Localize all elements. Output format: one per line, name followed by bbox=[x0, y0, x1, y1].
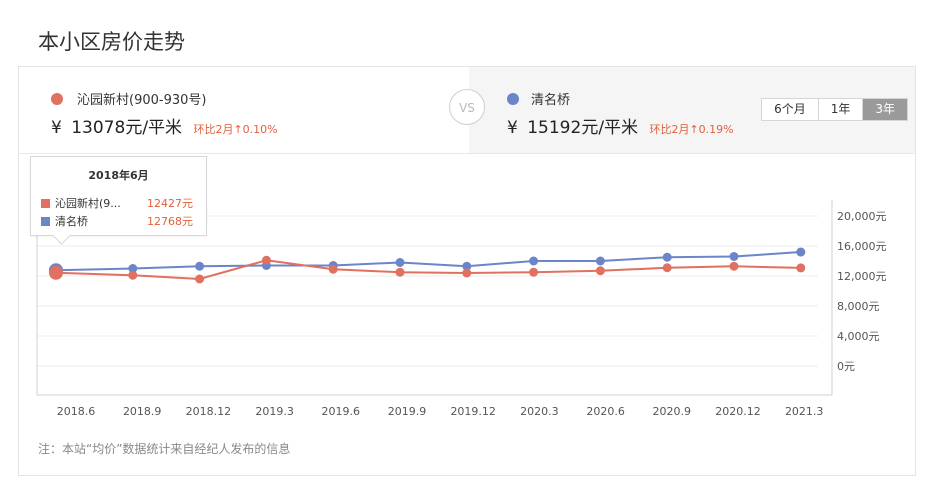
data-point bbox=[49, 265, 63, 280]
compare-left-name: 沁园新村(900-930号) bbox=[77, 93, 207, 108]
range-3-years[interactable]: 3年 bbox=[862, 99, 907, 120]
compare-right-name: 清名桥 bbox=[531, 93, 571, 108]
x-tick-label: 2020.3 bbox=[520, 405, 559, 418]
footnote: 注：本站“均价”数据统计来自经纪人发布的信息 bbox=[38, 442, 291, 456]
data-point bbox=[796, 247, 806, 257]
compare-left-price-line: ¥ 13078元/平米 环比2月↑0.10% bbox=[51, 113, 278, 138]
compare-right-change: 环比2月↑0.19% bbox=[649, 123, 734, 136]
series-line bbox=[55, 259, 801, 281]
data-point bbox=[462, 268, 472, 278]
x-tick-label: 2021.3 bbox=[785, 405, 824, 418]
compare-left-price: 13078元/平米 bbox=[71, 118, 183, 138]
data-point bbox=[662, 263, 672, 273]
x-tick-label: 2018.6 bbox=[57, 405, 96, 418]
compare-right-price-line: ¥ 15192元/平米 环比2月↑0.19% bbox=[507, 113, 734, 138]
currency-symbol: ¥ bbox=[507, 118, 518, 138]
data-point bbox=[529, 267, 539, 277]
data-point bbox=[729, 261, 739, 271]
compare-left-change: 环比2月↑0.10% bbox=[193, 123, 278, 136]
data-point bbox=[261, 255, 271, 265]
data-point bbox=[128, 264, 138, 273]
x-tick-label: 2019.3 bbox=[255, 405, 294, 418]
tooltip-swatch-1 bbox=[41, 199, 50, 208]
compare-right-price: 15192元/平米 bbox=[527, 118, 639, 138]
tooltip-name-2: 清名桥 bbox=[55, 215, 88, 228]
data-point bbox=[462, 261, 472, 271]
x-tick-label: 2019.12 bbox=[450, 405, 496, 418]
series-dot-right bbox=[507, 93, 519, 105]
data-point bbox=[729, 252, 739, 261]
comparison-header: 沁园新村(900-930号) ¥ 13078元/平米 环比2月↑0.10% 清名… bbox=[19, 67, 917, 154]
data-point bbox=[395, 267, 405, 277]
series-line bbox=[55, 251, 801, 272]
data-point bbox=[662, 252, 672, 262]
tooltip-value-1: 12427元 bbox=[147, 197, 193, 210]
data-point bbox=[595, 266, 605, 276]
chart-tooltip: 2018年6月 沁园新村(9... 12427元 清名桥 12768元 bbox=[30, 156, 207, 245]
tooltip-swatch-2 bbox=[41, 217, 50, 226]
x-tick-label: 2018.9 bbox=[123, 405, 162, 418]
y-tick-label: 20,000元 bbox=[837, 210, 887, 223]
y-tick-label: 0元 bbox=[837, 360, 855, 373]
y-tick-label: 8,000元 bbox=[837, 300, 880, 313]
range-6-months[interactable]: 6个月 bbox=[762, 99, 818, 120]
tooltip-name-1: 沁园新村(9... bbox=[55, 197, 121, 210]
data-point bbox=[195, 261, 205, 271]
vs-badge: VS bbox=[449, 89, 485, 125]
x-tick-label: 2020.6 bbox=[586, 405, 625, 418]
price-trend-panel: 沁园新村(900-930号) ¥ 13078元/平米 环比2月↑0.10% 清名… bbox=[18, 66, 916, 476]
tooltip-row-2: 清名桥 12768元 bbox=[41, 213, 193, 229]
data-point bbox=[595, 256, 605, 266]
tooltip-row-1: 沁园新村(9... 12427元 bbox=[41, 195, 193, 211]
y-tick-label: 16,000元 bbox=[837, 240, 887, 253]
series-dot-left bbox=[51, 93, 63, 105]
data-point bbox=[195, 274, 205, 284]
compare-left: 沁园新村(900-930号) ¥ 13078元/平米 环比2月↑0.10% bbox=[19, 67, 469, 154]
data-point bbox=[328, 264, 338, 274]
x-tick-label: 2018.12 bbox=[186, 405, 232, 418]
data-point bbox=[128, 270, 138, 280]
time-range-toggle: 6个月 1年 3年 bbox=[761, 98, 908, 121]
y-tick-label: 12,000元 bbox=[837, 270, 887, 283]
x-tick-label: 2020.12 bbox=[715, 405, 761, 418]
tooltip-value-2: 12768元 bbox=[147, 215, 193, 228]
tooltip-title: 2018年6月 bbox=[88, 169, 149, 182]
data-point bbox=[395, 258, 405, 267]
x-tick-label: 2019.6 bbox=[322, 405, 361, 418]
compare-right: 清名桥 ¥ 15192元/平米 环比2月↑0.19% bbox=[469, 67, 915, 154]
x-tick-label: 2019.9 bbox=[388, 405, 427, 418]
data-point bbox=[529, 256, 539, 266]
x-tick-label: 2020.9 bbox=[653, 405, 692, 418]
y-tick-label: 4,000元 bbox=[837, 330, 880, 343]
data-point bbox=[796, 263, 806, 273]
page-title: 本小区房价走势 bbox=[38, 30, 185, 54]
currency-symbol: ¥ bbox=[51, 118, 62, 138]
range-1-year[interactable]: 1年 bbox=[817, 99, 863, 120]
